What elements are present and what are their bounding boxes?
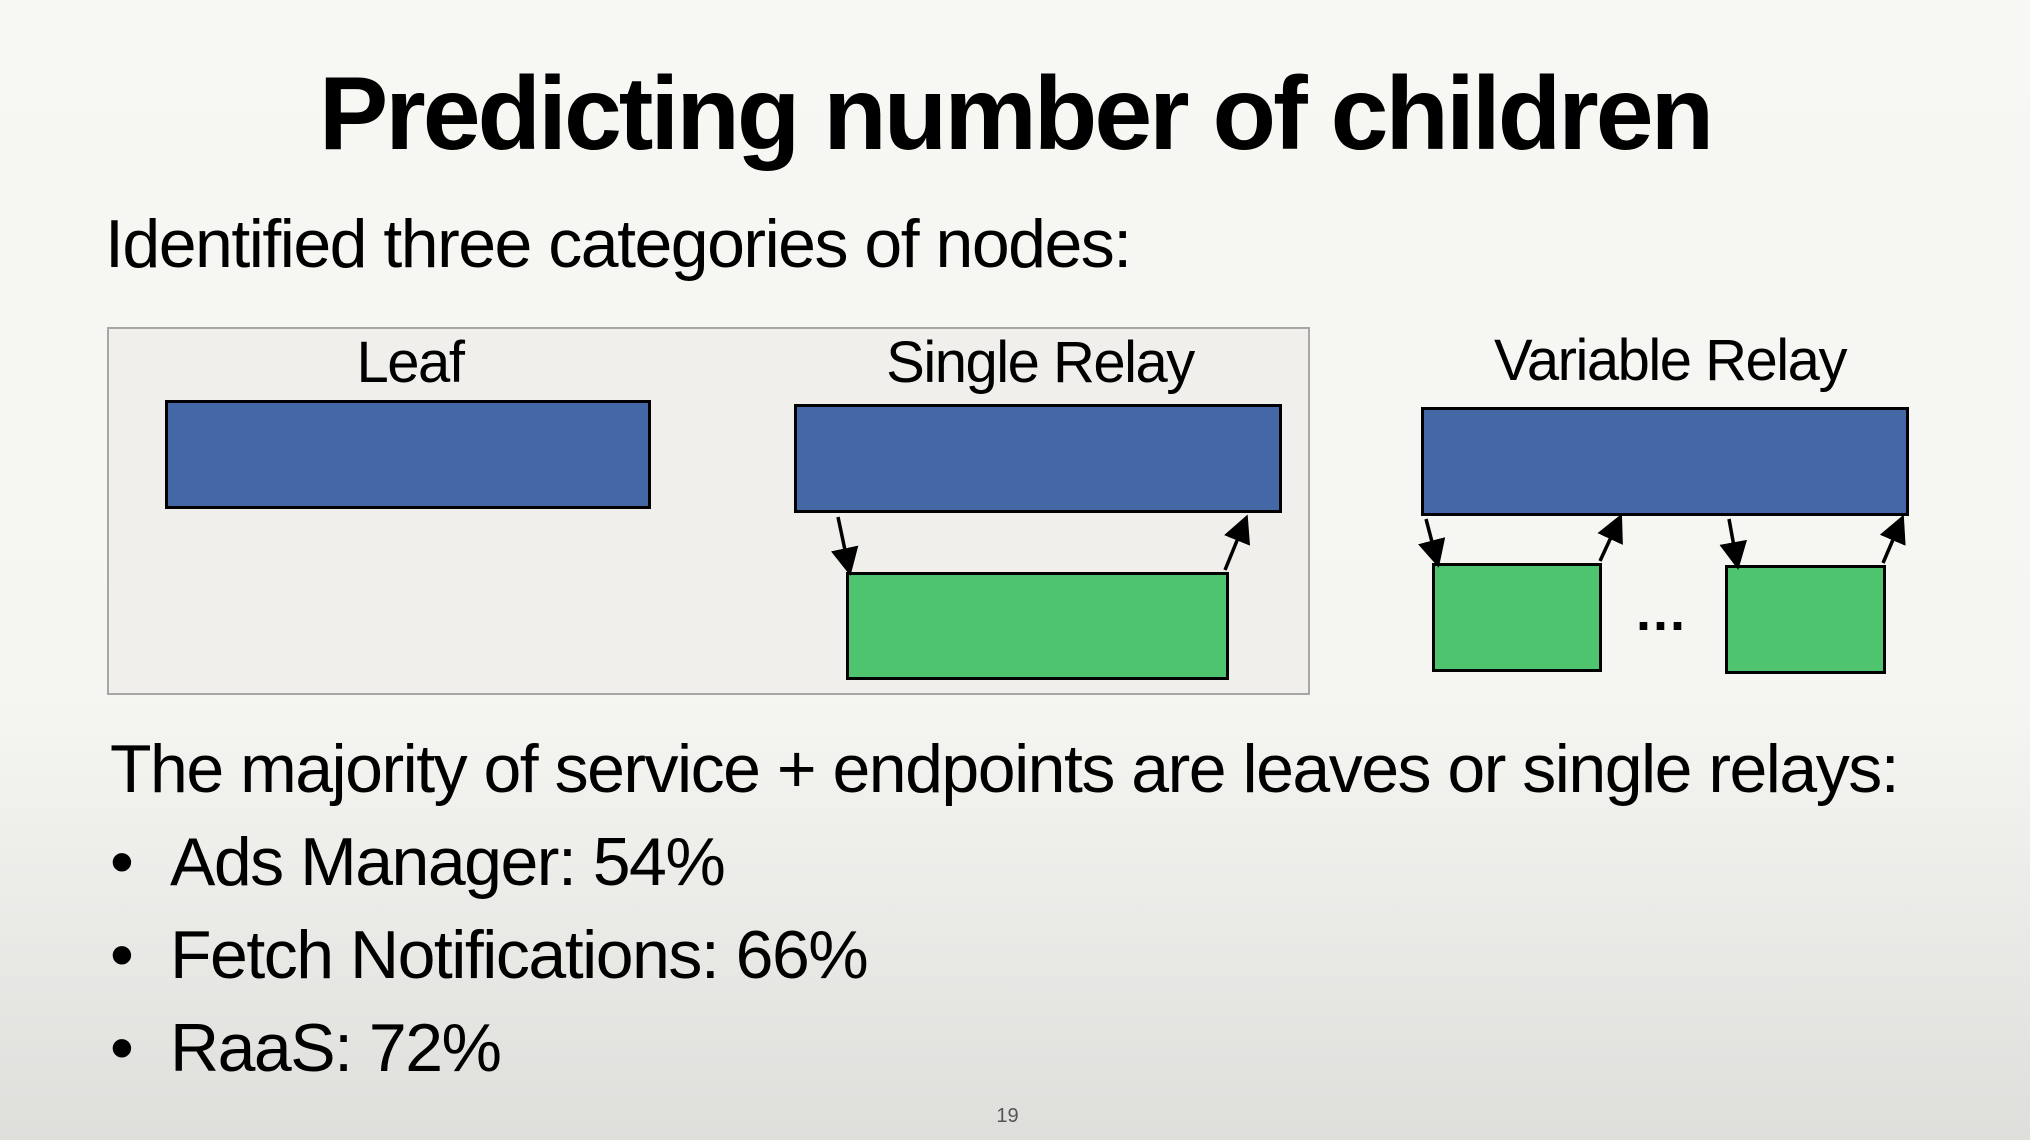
slide-title: Predicting number of children — [318, 56, 1714, 172]
page-number: 19 — [996, 1105, 1019, 1127]
leaf-label: Leaf — [356, 330, 465, 395]
bullet-marker: • — [110, 1010, 134, 1086]
bullet-item: • Ads Manager: 54% — [110, 828, 867, 921]
intro-text: Identified three categories of nodes: — [105, 206, 1132, 282]
single-relay-parent-node — [794, 404, 1282, 513]
bullet-item: • RaaS: 72% — [110, 1014, 867, 1107]
bullet-item: • Fetch Notifications: 66% — [110, 917, 869, 1014]
variable-relay-child-node-first — [1432, 563, 1602, 672]
bullet-text: Ads Manager: 54% — [170, 824, 726, 900]
leaf-parent-node — [165, 400, 651, 509]
variable-relay-child-node-last — [1725, 565, 1886, 674]
variable-relay-down-arrow-last — [1719, 518, 1748, 570]
variable-relay-down-arrow-first — [1418, 518, 1446, 568]
single-relay-child-node — [846, 572, 1229, 680]
summary-text: The majority of service + endpoints are … — [110, 731, 1900, 807]
variable-relay-up-arrow-last — [1879, 514, 1906, 564]
variable-relay-parent-node — [1421, 407, 1909, 516]
ellipsis: ... — [1636, 582, 1688, 642]
single-relay-label: Single Relay — [886, 330, 1195, 395]
bullet-text: RaaS: 72% — [170, 1010, 502, 1086]
bullet-marker: • — [110, 917, 134, 993]
bullet-text: Fetch Notifications: 66% — [170, 917, 869, 993]
variable-relay-label: Variable Relay — [1494, 328, 1847, 393]
variable-relay-up-arrow-first — [1597, 513, 1623, 562]
single-relay-up-arrow — [1223, 514, 1251, 571]
bullet-list: • Ads Manager: 54% • Fetch Notifications… — [110, 828, 869, 1107]
bullet-marker: • — [110, 824, 134, 900]
single-relay-down-arrow — [830, 516, 859, 576]
